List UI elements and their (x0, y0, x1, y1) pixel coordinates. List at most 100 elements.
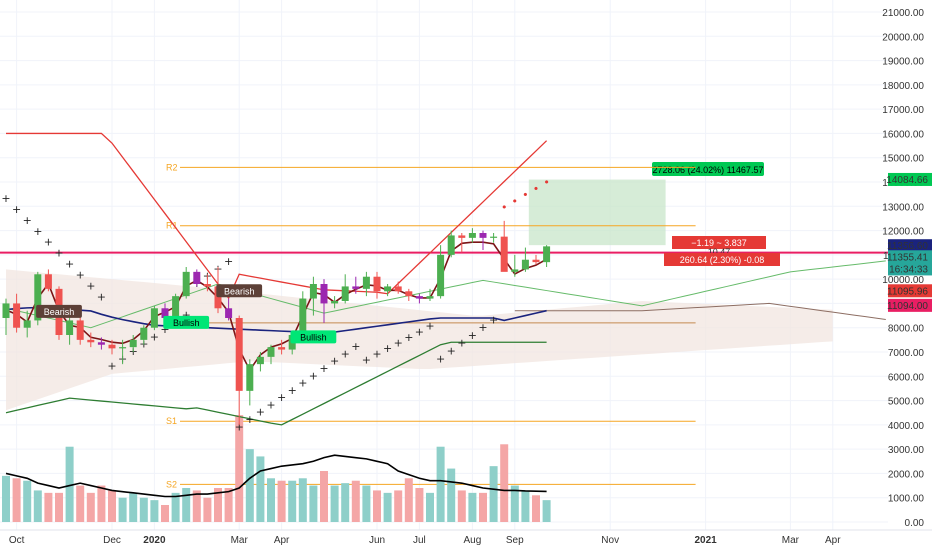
candle-body[interactable] (2, 303, 10, 318)
candle-body[interactable] (511, 269, 519, 272)
candle-body[interactable] (479, 233, 487, 238)
measure-label: 2728.06 (24.02%) 11467.57 (653, 165, 764, 175)
candle-body[interactable] (532, 259, 540, 263)
psar-point: + (351, 340, 360, 353)
volume-bar (351, 480, 360, 522)
candle-body[interactable] (405, 291, 413, 297)
candle-body[interactable] (193, 271, 201, 284)
cloud-span-a (5, 260, 886, 329)
candle-body[interactable] (119, 347, 127, 349)
volume-bar (12, 478, 21, 522)
candle-body[interactable] (108, 344, 116, 349)
candle-body[interactable] (97, 342, 105, 345)
candle-body[interactable] (23, 320, 31, 328)
candle-body[interactable] (214, 286, 222, 309)
psar-point: + (97, 290, 106, 303)
candle-body[interactable] (225, 308, 233, 318)
price-tick-label: 16000.00 (882, 129, 924, 140)
volume-bar (404, 478, 413, 522)
volume-bar (55, 492, 63, 522)
time-tick-label: Mar (231, 535, 249, 546)
price-tick-label: 0.00 (905, 518, 925, 529)
time-tick-label: Nov (601, 535, 619, 546)
candle-body[interactable] (341, 286, 349, 301)
candle-body[interactable] (521, 259, 529, 270)
conversion-line (5, 241, 547, 372)
candle-body[interactable] (256, 356, 264, 365)
candle-body[interactable] (500, 236, 508, 272)
candle-body[interactable] (490, 236, 498, 238)
candle-body[interactable] (415, 296, 423, 299)
candle-body[interactable] (66, 320, 74, 335)
candle-body[interactable] (140, 327, 148, 340)
candle-body[interactable] (76, 320, 84, 340)
price-tick-label: 8000.00 (888, 324, 925, 335)
candle-body[interactable] (299, 298, 307, 335)
measure-label-bg (652, 162, 764, 176)
candle-body[interactable] (267, 347, 275, 357)
volume-ma-line (5, 454, 547, 498)
candle-body[interactable] (34, 274, 42, 321)
candle-body[interactable] (320, 284, 328, 304)
psar-point: + (436, 352, 445, 365)
price-tick-label: 7000.00 (888, 348, 925, 359)
price-tick-label: 18000.00 (882, 81, 924, 92)
price-tag-label: 16:34:33 (889, 264, 928, 275)
time-axis[interactable]: Oct Dec 2020 Mar Apr Jun Jul Aug Sep Nov 2021 Mar Ap… (0, 529, 932, 546)
signal-bullish: Bullish (300, 332, 327, 342)
candle-body[interactable] (394, 286, 402, 292)
candle-body[interactable] (384, 286, 392, 292)
psar-point: + (341, 347, 350, 360)
candle-body[interactable] (426, 296, 434, 299)
measure-range-box[interactable] (528, 179, 666, 246)
candle-body[interactable] (437, 254, 445, 297)
candle-body[interactable] (235, 318, 243, 391)
candle-body[interactable] (13, 303, 21, 328)
position-pl-bg (664, 253, 780, 266)
volume-bar (489, 466, 498, 522)
volume-bar (214, 488, 222, 522)
candle-body[interactable] (373, 276, 381, 292)
volume-bar (65, 446, 74, 522)
candle-body[interactable] (44, 274, 52, 289)
psar-point: + (33, 225, 42, 238)
candle-body[interactable] (309, 284, 317, 299)
candle-body[interactable] (129, 339, 137, 348)
candle-body[interactable] (203, 284, 211, 287)
volume-bar (86, 492, 95, 522)
candle-body[interactable] (468, 233, 476, 238)
candle-body[interactable] (182, 271, 190, 297)
candle-body[interactable] (331, 301, 339, 304)
candle-body[interactable] (246, 364, 254, 391)
candle-body[interactable] (543, 246, 551, 263)
candle-body[interactable] (352, 286, 360, 289)
candle-body[interactable] (150, 308, 158, 328)
baseline-line (5, 306, 547, 336)
volume-bar (436, 446, 445, 522)
psar-point: + (383, 342, 392, 355)
price-tick-label: 21000.00 (882, 8, 924, 19)
signal-badges: Bearish Bullish Bearish Bullish (36, 284, 337, 344)
psar-point: + (235, 420, 244, 433)
price-tick-label: 2000.00 (888, 469, 925, 480)
candle-body[interactable] (172, 296, 180, 318)
candle-body[interactable] (362, 276, 370, 289)
pivot-label-r1: R1 (166, 221, 178, 231)
time-tick-label: Dec (103, 535, 121, 546)
candle-body[interactable] (87, 339, 95, 343)
ichimoku-cloud (5, 260, 886, 411)
psar-point: + (468, 329, 477, 342)
candle-body[interactable] (458, 235, 466, 238)
measure-box[interactable]: 2728.06 (24.02%) 11467.57 (528, 162, 764, 246)
candle-body[interactable] (161, 308, 169, 318)
candle-body[interactable] (278, 347, 286, 350)
time-tick-label: Jul (413, 535, 426, 546)
price-tick-label: 12000.00 (882, 227, 924, 238)
candle-body[interactable] (447, 235, 455, 255)
cloud-span-b (514, 302, 886, 320)
psar-point: + (224, 255, 233, 268)
volume-bar (33, 490, 42, 522)
psar-point: + (65, 258, 74, 271)
